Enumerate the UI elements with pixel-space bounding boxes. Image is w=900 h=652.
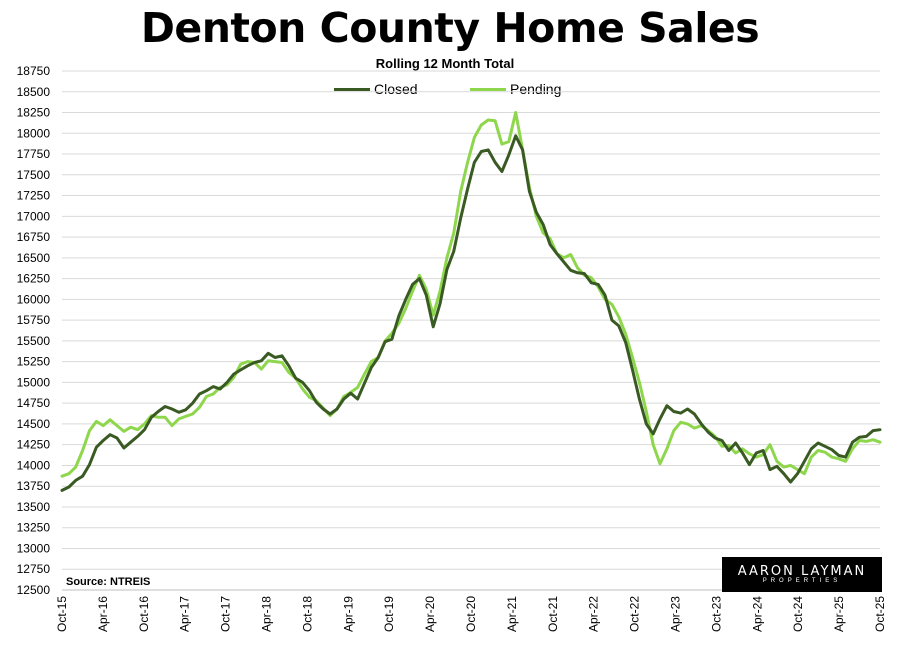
series-line-pending bbox=[60, 111, 882, 478]
x-tick-label: Apr-20 bbox=[423, 596, 437, 632]
x-tick-label: Apr-19 bbox=[341, 596, 355, 632]
y-tick-label: 15500 bbox=[17, 334, 51, 348]
y-tick-label: 17750 bbox=[17, 147, 51, 161]
y-tick-label: 16500 bbox=[17, 251, 51, 265]
legend-swatch-pending bbox=[470, 87, 506, 91]
x-tick-label: Oct-18 bbox=[300, 596, 314, 632]
x-tick-label: Apr-22 bbox=[587, 596, 601, 632]
x-tick-label: Oct-15 bbox=[55, 596, 69, 632]
y-tick-label: 16000 bbox=[17, 292, 51, 306]
x-tick-label: Apr-16 bbox=[96, 596, 110, 632]
y-tick-label: 18000 bbox=[17, 126, 51, 140]
logo-subtitle: PROPERTIES bbox=[762, 578, 842, 584]
logo-name: AARON LAYMAN bbox=[737, 564, 867, 579]
y-tick-label: 12500 bbox=[17, 583, 51, 597]
x-tick-label: Oct-25 bbox=[873, 596, 887, 632]
x-tick-label: Oct-23 bbox=[709, 596, 723, 632]
legend-item-pending: Pending bbox=[470, 81, 561, 97]
y-tick-label: 18500 bbox=[17, 85, 51, 99]
x-tick-label: Apr-23 bbox=[669, 596, 683, 632]
legend-swatch-closed bbox=[334, 87, 370, 91]
company-logo: AARON LAYMAN PROPERTIES bbox=[722, 557, 882, 592]
x-tick-label: Oct-21 bbox=[546, 596, 560, 632]
y-tick-label: 16250 bbox=[17, 272, 51, 286]
x-tick-label: Oct-16 bbox=[137, 596, 151, 632]
y-tick-label: 13500 bbox=[17, 500, 51, 514]
y-tick-label: 14000 bbox=[17, 458, 51, 472]
legend-item-closed: Closed bbox=[334, 81, 418, 97]
y-tick-label: 17000 bbox=[17, 209, 51, 223]
x-tick-label: Apr-18 bbox=[260, 596, 274, 632]
y-tick-label: 13250 bbox=[17, 521, 51, 535]
y-tick-label: 18250 bbox=[17, 106, 51, 120]
chart-subtitle: Rolling 12 Month Total bbox=[375, 56, 515, 71]
x-tick-label: Oct-24 bbox=[791, 596, 805, 632]
y-tick-label: 14500 bbox=[17, 417, 51, 431]
x-tick-label: Oct-22 bbox=[628, 596, 642, 632]
legend-label-closed: Closed bbox=[374, 81, 418, 97]
y-tick-label: 17500 bbox=[17, 168, 51, 182]
x-tick-label: Apr-24 bbox=[750, 596, 764, 632]
source-note: Source: NTREIS bbox=[66, 576, 151, 588]
x-tick-label: Apr-25 bbox=[832, 596, 846, 632]
y-tick-label: 17250 bbox=[17, 189, 51, 203]
y-tick-label: 18750 bbox=[17, 64, 51, 78]
y-tick-label: 16750 bbox=[17, 230, 51, 244]
y-tick-label: 15250 bbox=[17, 355, 51, 369]
y-tick-label: 13000 bbox=[17, 541, 51, 555]
y-tick-label: 12750 bbox=[17, 562, 51, 576]
series-line-closed bbox=[60, 134, 882, 492]
y-tick-label: 15750 bbox=[17, 313, 51, 327]
y-tick-label: 14250 bbox=[17, 438, 51, 452]
y-tick-label: 14750 bbox=[17, 396, 51, 410]
legend-label-pending: Pending bbox=[510, 81, 562, 97]
x-tick-label: Apr-17 bbox=[178, 596, 192, 632]
x-tick-label: Oct-19 bbox=[382, 596, 396, 632]
y-tick-label: 15000 bbox=[17, 375, 51, 389]
x-tick-label: Oct-20 bbox=[464, 596, 478, 632]
x-tick-label: Apr-21 bbox=[505, 596, 519, 632]
x-tick-label: Oct-17 bbox=[219, 596, 233, 632]
chart-title: Denton County Home Sales bbox=[140, 4, 760, 52]
y-tick-label: 13750 bbox=[17, 479, 51, 493]
